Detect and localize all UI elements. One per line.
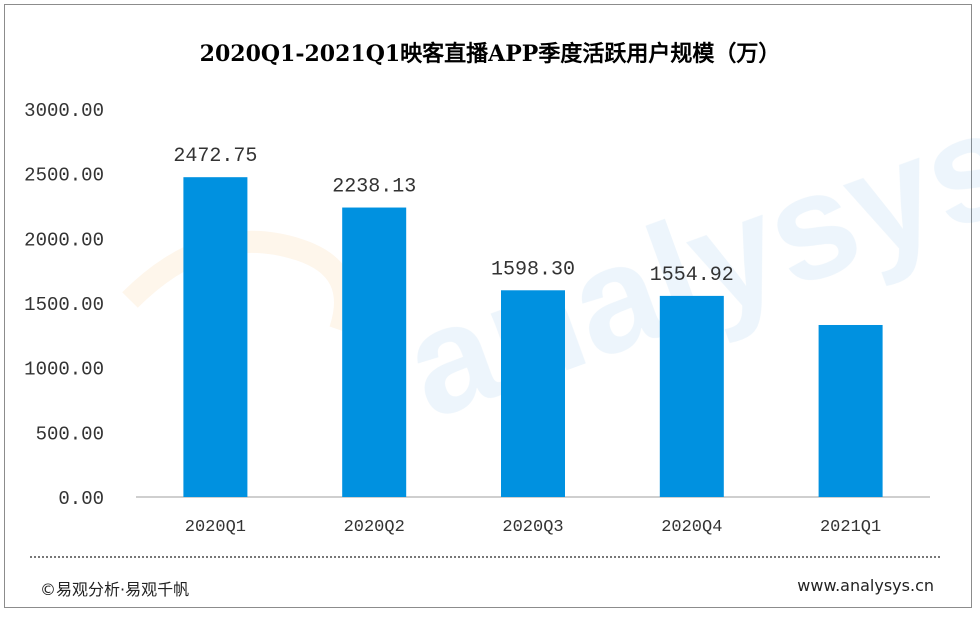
data-label: 2472.75	[173, 145, 257, 168]
data-labels: 2472.75 2238.13 1598.30 1554.92	[173, 145, 733, 287]
chart-title: 2020Q1-2021Q1映客直播APP季度活跃用户规模（万）	[199, 41, 781, 67]
x-tick-label: 2020Q4	[661, 518, 722, 537]
y-tick-label: 0.00	[58, 488, 104, 510]
bars	[183, 177, 883, 498]
footer-divider	[30, 556, 940, 558]
y-tick-label: 2500.00	[24, 165, 104, 187]
bar-2020Q2	[342, 207, 407, 497]
y-tick-label: 3000.00	[24, 100, 104, 122]
data-label: 1598.30	[491, 258, 575, 281]
x-tick-label: 2020Q2	[344, 518, 405, 537]
x-tick-label: 2020Q3	[502, 518, 563, 537]
y-tick-label: 1000.00	[24, 359, 104, 381]
x-tick-label: 2021Q1	[820, 518, 881, 537]
bar-2020Q4	[659, 295, 724, 497]
bar-2020Q3	[501, 290, 565, 497]
y-axis: 0.00 500.00 1000.00 1500.00 2000.00 2500.00 30…	[24, 100, 104, 510]
x-axis: 2020Q1 2020Q2 2020Q3 2020Q4 2021Q1	[185, 518, 881, 537]
chart-frame	[4, 4, 972, 608]
footer-source: ©易观分析·易观千帆	[40, 580, 190, 599]
bar-2021Q1	[818, 324, 883, 497]
y-tick-label: 1500.00	[24, 294, 104, 316]
footer-url: www.analysys.cn	[797, 576, 934, 595]
y-tick-label: 500.00	[36, 423, 104, 445]
y-tick-label: 2000.00	[24, 229, 104, 251]
data-label: 1554.92	[650, 264, 734, 287]
data-label: 2238.13	[332, 176, 416, 199]
x-tick-label: 2020Q1	[185, 518, 246, 537]
bar-2020Q1	[183, 177, 248, 498]
